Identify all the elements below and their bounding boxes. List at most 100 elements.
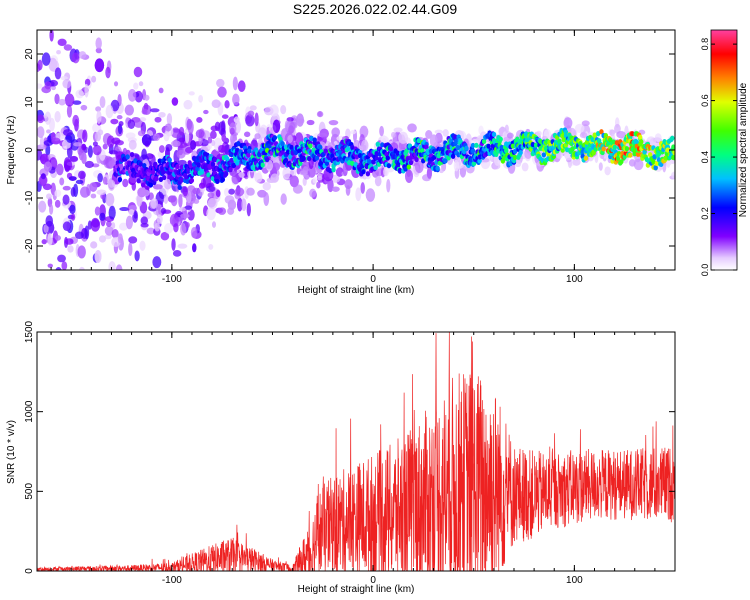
spectrogram-cell	[54, 235, 61, 241]
spectrogram-ridge-cell	[424, 144, 429, 150]
spectrogram-ridge-cell	[639, 139, 644, 145]
spectrogram-cell	[581, 120, 590, 127]
spectrogram-cell	[289, 175, 299, 188]
spectrogram-cell	[192, 243, 197, 253]
spectrogram-cell	[37, 144, 47, 151]
spectrogram-cell	[633, 158, 644, 171]
spectrogram-cell	[152, 256, 162, 269]
spectrogram-cell	[249, 105, 257, 111]
spectrogram-cell	[215, 189, 221, 198]
spectrogram-ridge-cell	[560, 147, 565, 153]
snr-y-tick-label: 1000	[24, 400, 35, 423]
spectrogram-cell	[187, 209, 195, 221]
spectrogram-ridge-cell	[208, 155, 213, 162]
spectrogram-cell	[190, 226, 198, 239]
spectrogram-x-tick-label: 100	[566, 274, 583, 285]
spectrogram-cell	[434, 129, 443, 135]
spectrogram-ridge-cell	[395, 150, 400, 156]
spectrogram-ridge-cell	[541, 152, 547, 158]
spectrogram-cell	[99, 212, 106, 221]
spectrogram-cell	[229, 127, 235, 135]
spectrogram-cell	[188, 91, 195, 96]
spectrogram-ridge-cell	[533, 142, 539, 148]
spectrogram-cell	[113, 81, 119, 87]
spectrogram-cell	[67, 245, 74, 253]
spectrogram-cell	[671, 171, 675, 179]
spectrogram-cell	[110, 118, 119, 125]
spectrogram-cell	[74, 231, 84, 240]
spectrogram-cell	[404, 169, 414, 183]
spectrogram-cell	[247, 110, 255, 117]
spectrogram-cell	[79, 186, 90, 198]
spectrogram-cell	[79, 280, 86, 288]
spectrogram-ridge-cell	[210, 161, 216, 167]
spectrogram-cell	[309, 188, 317, 198]
spectrogram-cell	[37, 126, 45, 138]
spectrogram-cell	[218, 144, 226, 153]
spectrogram-cell	[254, 172, 263, 183]
spectrogram-cell	[272, 162, 281, 171]
spectrogram-cell	[95, 37, 102, 50]
spectrogram-ridge-cell	[154, 176, 159, 182]
spectrogram-ridge-cell	[595, 131, 601, 137]
spectrogram-cell	[379, 125, 384, 137]
spectrogram-cell	[40, 173, 46, 180]
spectrogram-cell	[616, 130, 626, 139]
spectrogram-ridge-cell	[518, 150, 523, 156]
colorbar-tick-label: 0.0	[700, 264, 710, 277]
spectrogram-cell	[243, 131, 251, 138]
spectrogram-cell	[442, 129, 449, 137]
spectrogram-ridge-cell	[414, 156, 419, 163]
spectrogram-cell	[125, 132, 136, 139]
spectrogram-cell	[118, 121, 124, 127]
spectrogram-cell	[54, 93, 60, 105]
spectrogram-ridge-cell	[435, 165, 440, 171]
chart-title: S225.2026.022.02.44.G09	[292, 1, 458, 17]
spectrogram-cell	[331, 127, 340, 138]
spectrogram-cell	[217, 207, 227, 215]
spectrogram-cell	[75, 179, 84, 185]
spectrogram-ridge-cell	[301, 155, 306, 161]
spectrogram-cell	[43, 139, 54, 147]
snr-x-tick-label: 100	[566, 575, 583, 586]
spectrogram-cell	[133, 66, 143, 78]
spectrogram-x-tick-label: 0	[370, 274, 376, 285]
spectrogram-cell	[246, 202, 251, 217]
spectrogram-ridge-cell	[386, 163, 392, 169]
spectrogram-ridge-cell	[419, 148, 425, 154]
spectrogram-ridge-cell	[561, 137, 567, 143]
spectrogram-cell	[117, 270, 126, 280]
spectrogram-cell	[90, 193, 97, 199]
spectrogram-cell	[75, 89, 84, 99]
spectrogram-cell	[39, 136, 44, 148]
spectrogram-ridge-cell	[280, 149, 285, 155]
spectrogram-ridge-cell	[456, 145, 461, 151]
spectrogram-cell	[128, 176, 137, 186]
spectrogram-ridge-cell	[365, 171, 371, 177]
spectrogram-cell	[192, 187, 201, 195]
spectrogram-cell	[91, 75, 97, 83]
spectrogram-cell	[60, 75, 68, 81]
spectrogram-ridge-cell	[665, 147, 671, 153]
spectrogram-cell	[184, 205, 192, 210]
spectrogram-cell	[177, 159, 187, 166]
spectrogram-cell	[44, 81, 52, 90]
spectrogram-ridge-cell	[177, 184, 182, 191]
spectrogram-ridge-cell	[285, 149, 291, 155]
snr-series-line	[37, 332, 675, 571]
spectrogram-cell	[360, 182, 365, 194]
spectrogram-cell	[46, 129, 51, 134]
spectrogram-ridge-cell	[672, 155, 675, 161]
spectrogram-cell	[57, 254, 66, 263]
spectrogram-cell	[58, 98, 66, 106]
spectrogram-ridge-cell	[601, 146, 606, 152]
spectrogram-cell	[504, 124, 509, 133]
spectrogram-cell	[176, 149, 186, 159]
spectrogram-ridge-cell	[471, 160, 477, 166]
spectrogram-ridge-cell	[464, 145, 469, 151]
spectrogram-cell	[62, 221, 72, 232]
spectrogram-cell	[49, 203, 54, 215]
spectrogram-cell	[97, 172, 103, 183]
spectrogram-ridge-cell	[403, 166, 408, 172]
spectrogram-ridge-cell	[223, 171, 229, 177]
